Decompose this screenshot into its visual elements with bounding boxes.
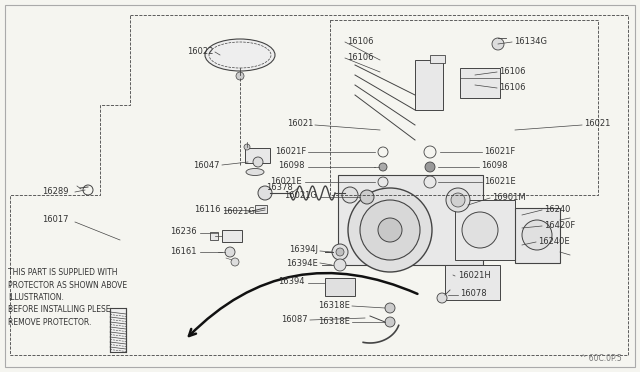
Text: 16087: 16087 bbox=[282, 315, 308, 324]
Bar bbox=[430, 55, 445, 63]
Circle shape bbox=[425, 162, 435, 172]
Circle shape bbox=[244, 144, 250, 150]
Text: 16420F: 16420F bbox=[544, 221, 575, 230]
Text: 16318E: 16318E bbox=[318, 317, 350, 326]
Circle shape bbox=[336, 248, 344, 256]
Ellipse shape bbox=[246, 169, 264, 176]
Text: 16901M: 16901M bbox=[492, 192, 525, 202]
Text: 16017: 16017 bbox=[42, 215, 68, 224]
Text: 16106: 16106 bbox=[499, 67, 525, 76]
Bar bbox=[515, 208, 560, 263]
Text: 16134G: 16134G bbox=[514, 36, 547, 45]
Text: 16240E: 16240E bbox=[538, 237, 570, 246]
Circle shape bbox=[522, 220, 552, 250]
Text: 16394E: 16394E bbox=[286, 259, 318, 267]
Text: 16106: 16106 bbox=[347, 36, 374, 45]
Text: 16106: 16106 bbox=[499, 83, 525, 92]
Text: 16318E: 16318E bbox=[318, 301, 350, 310]
Text: 16021E: 16021E bbox=[270, 176, 302, 186]
Text: 16021: 16021 bbox=[584, 119, 611, 128]
Text: ^ 60C.0P.5: ^ 60C.0P.5 bbox=[580, 354, 621, 363]
Bar bbox=[460, 68, 500, 98]
Circle shape bbox=[462, 212, 498, 248]
Circle shape bbox=[236, 72, 244, 80]
Bar bbox=[210, 232, 218, 240]
Circle shape bbox=[379, 163, 387, 171]
Circle shape bbox=[451, 193, 465, 207]
Bar bbox=[415, 60, 443, 110]
Ellipse shape bbox=[205, 39, 275, 71]
Circle shape bbox=[334, 259, 346, 271]
Text: 16022: 16022 bbox=[187, 46, 213, 55]
Bar bbox=[110, 308, 126, 352]
Text: 16394: 16394 bbox=[278, 278, 305, 286]
Text: 16078: 16078 bbox=[460, 289, 486, 298]
Circle shape bbox=[437, 293, 447, 303]
Circle shape bbox=[378, 218, 402, 242]
Bar bbox=[245, 148, 270, 163]
Circle shape bbox=[253, 157, 263, 167]
Circle shape bbox=[492, 38, 504, 50]
Text: 16098: 16098 bbox=[278, 161, 305, 170]
Text: 16021F: 16021F bbox=[275, 147, 306, 155]
Text: 16021E: 16021E bbox=[484, 176, 516, 186]
Text: 16021H: 16021H bbox=[458, 270, 491, 279]
Text: 16098: 16098 bbox=[481, 161, 508, 170]
Bar bbox=[255, 205, 267, 213]
Text: 16289: 16289 bbox=[42, 187, 68, 196]
Circle shape bbox=[385, 317, 395, 327]
Bar bbox=[325, 278, 355, 296]
Text: 16161: 16161 bbox=[170, 247, 197, 256]
Bar bbox=[222, 230, 242, 242]
Circle shape bbox=[225, 247, 235, 257]
Circle shape bbox=[360, 200, 420, 260]
Text: THIS PART IS SUPPLIED WITH
PROTECTOR AS SHOWN ABOVE
ILLUSTRATION.
BEFORE INSTALL: THIS PART IS SUPPLIED WITH PROTECTOR AS … bbox=[8, 268, 127, 327]
Circle shape bbox=[258, 186, 272, 200]
Text: 16021G: 16021G bbox=[222, 208, 255, 217]
Text: 16047: 16047 bbox=[193, 160, 220, 170]
Text: 16021: 16021 bbox=[287, 119, 313, 128]
Text: 16021F: 16021F bbox=[484, 147, 515, 155]
Circle shape bbox=[348, 188, 432, 272]
Circle shape bbox=[360, 190, 374, 204]
Circle shape bbox=[231, 258, 239, 266]
Circle shape bbox=[342, 187, 358, 203]
Bar bbox=[455, 200, 515, 260]
Text: 16378: 16378 bbox=[266, 183, 293, 192]
Bar bbox=[338, 175, 483, 265]
Text: 16116: 16116 bbox=[195, 205, 221, 215]
Text: 16106: 16106 bbox=[347, 52, 374, 61]
Text: 16021G: 16021G bbox=[284, 192, 317, 201]
Text: 16240: 16240 bbox=[544, 205, 570, 214]
Circle shape bbox=[332, 244, 348, 260]
Bar bbox=[445, 265, 500, 300]
Text: 16236: 16236 bbox=[170, 228, 197, 237]
Circle shape bbox=[385, 303, 395, 313]
Circle shape bbox=[446, 188, 470, 212]
Text: 16394J: 16394J bbox=[289, 246, 318, 254]
